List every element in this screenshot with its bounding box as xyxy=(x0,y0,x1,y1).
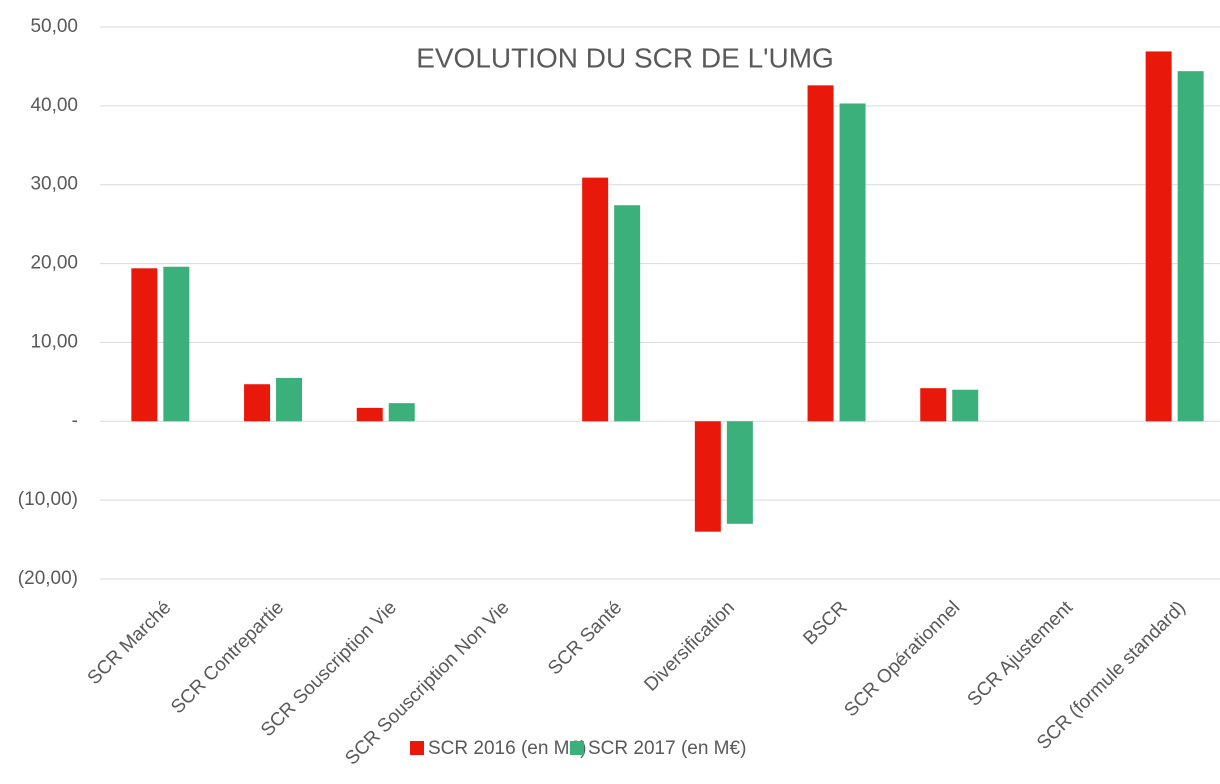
x-tick-label: SCR Ajustement xyxy=(964,597,1078,711)
bar xyxy=(839,103,866,422)
x-tick-label: SCR Santé xyxy=(544,597,626,679)
x-tick-label: SCR Contrepartie xyxy=(167,597,288,718)
x-tick-label: SCR Marché xyxy=(84,597,176,689)
legend-swatch xyxy=(570,741,584,755)
bar xyxy=(920,388,947,422)
bar xyxy=(244,384,271,422)
y-tick-label: 40,00 xyxy=(30,95,78,116)
bar xyxy=(131,268,158,422)
bar xyxy=(276,377,303,422)
y-tick-label: - xyxy=(72,410,78,431)
x-tick-label: SCR Opérationnel xyxy=(840,597,964,721)
bar xyxy=(807,85,834,422)
bar xyxy=(388,403,415,422)
y-tick-label: 20,00 xyxy=(30,253,78,274)
bar xyxy=(1145,51,1172,422)
y-tick-label: 10,00 xyxy=(30,331,78,352)
y-tick-label: 50,00 xyxy=(30,16,78,37)
bar xyxy=(614,205,641,422)
bar xyxy=(952,389,979,422)
legend-label: SCR 2016 (en M€) xyxy=(428,738,586,759)
chart-title: EVOLUTION DU SCR DE L'UMG xyxy=(416,42,834,73)
bar xyxy=(726,421,753,524)
y-tick-label: (10,00) xyxy=(18,489,78,510)
bar xyxy=(1177,71,1204,422)
x-tick-label: Diversification xyxy=(640,597,738,695)
bar xyxy=(694,421,721,532)
y-tick-label: (20,00) xyxy=(18,568,78,589)
bar xyxy=(582,177,609,422)
legend-label: SCR 2017 (en M€) xyxy=(588,738,746,759)
bar xyxy=(163,266,190,422)
y-tick-label: 30,00 xyxy=(30,174,78,195)
legend-swatch xyxy=(410,741,424,755)
bar xyxy=(356,407,383,422)
x-tick-label: BSCR xyxy=(799,597,851,649)
